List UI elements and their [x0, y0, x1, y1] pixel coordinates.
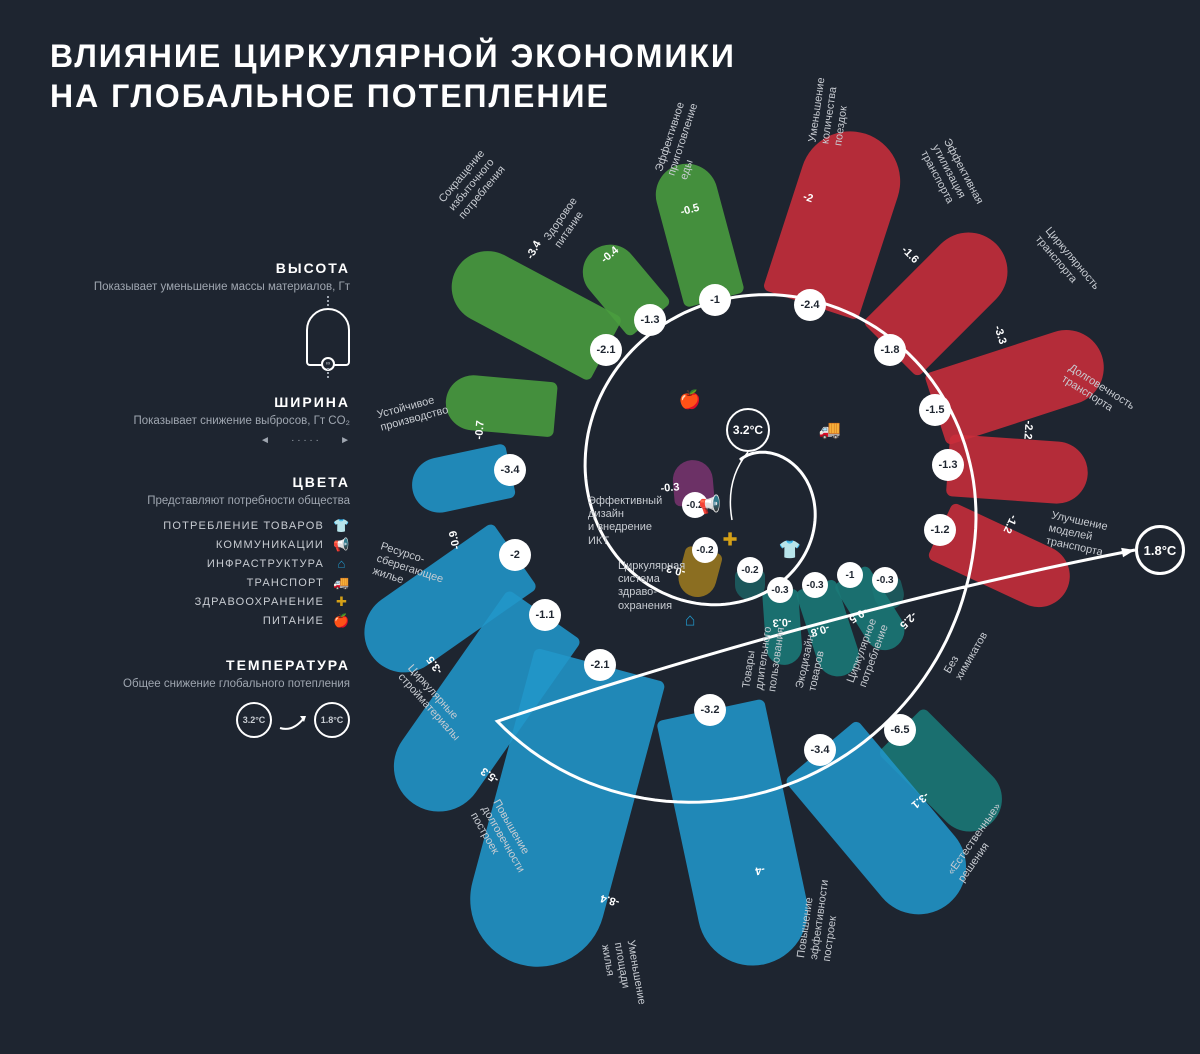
category-icon: 👕 [779, 540, 801, 561]
temp-end-badge: 1.8°C [1135, 525, 1185, 575]
color-row: ПИТАНИЕ 🍎 [50, 613, 350, 629]
legend-width-title: ШИРИНА [50, 394, 350, 410]
page-title: ВЛИЯНИЕ ЦИРКУЛЯРНОЙ ЭКОНОМИКИ НА ГЛОБАЛЬ… [50, 36, 736, 116]
legend-temp-sub: Общее снижение глобального потепления [50, 677, 350, 693]
category-icon: 📢 [699, 495, 721, 516]
category-icon: ✚ [722, 530, 737, 551]
legend-width-sub: Показывает снижение выбросов, Гт CO₂ [50, 414, 350, 430]
legend-colors-sub: Представляют потребности общества [50, 494, 350, 510]
spiral-diagram: 3.2°C1.8°C🍎🚚👕⌂📢✚-2.1-3.4Сокращение избыт… [360, 110, 1180, 1040]
legend-height-shape: ∞ [306, 308, 350, 366]
petal-label: Уменьшение площади жилья [597, 939, 647, 1010]
color-row-label: КОММУНИКАЦИИ [216, 539, 324, 551]
spiral-node: -1 [837, 562, 863, 588]
spiral-node: -1.1 [529, 599, 561, 631]
spiral-node: -3.4 [494, 454, 526, 486]
spiral-node: -1.2 [924, 514, 956, 546]
spiral-node: -2.1 [584, 649, 616, 681]
temp-to-circle: 1.8°C [314, 702, 350, 738]
petal-value: -0.9 [447, 529, 463, 550]
color-swatch-icon: 🚚 [334, 575, 350, 591]
color-swatch-icon: ⌂ [334, 556, 350, 572]
temp-from-circle: 3.2°C [236, 702, 272, 738]
spiral-node: -1 [699, 284, 731, 316]
legend-panel: ВЫСОТА Показывает уменьшение массы матер… [50, 260, 350, 766]
color-row-label: ПОТРЕБЛЕНИЕ ТОВАРОВ [163, 520, 324, 532]
spiral-node: -0.3 [767, 577, 793, 603]
legend-colors-title: ЦВЕТА [50, 474, 350, 490]
spiral-node: -3.4 [804, 734, 836, 766]
legend-height: ВЫСОТА Показывает уменьшение массы матер… [50, 260, 350, 366]
category-icon: 🍎 [679, 390, 701, 411]
petal [443, 373, 557, 437]
temp-start-badge: 3.2°C [726, 408, 770, 452]
color-row: ПОТРЕБЛЕНИЕ ТОВАРОВ 👕 [50, 518, 350, 534]
legend-width-arrows: ◄· · · · ·► [260, 435, 350, 446]
petal-label: Здоровое питание [542, 195, 592, 251]
petal-label: Сокращение избыточного потребления [437, 147, 509, 223]
color-row-label: ПИТАНИЕ [263, 615, 324, 627]
petal [649, 157, 745, 308]
petal-label: Эффективная утилизация транспорта [917, 137, 986, 219]
legend-temp-diagram: 3.2°C 1.8°C [50, 702, 350, 738]
petal-value: -1.6 [899, 244, 921, 266]
spiral-node: -6.5 [884, 714, 916, 746]
petal-label: Товары длительного пользования [740, 623, 788, 693]
legend-temperature: ТЕМПЕРАТУРА Общее снижение глобального п… [50, 657, 350, 739]
spiral-node: -1.3 [634, 304, 666, 336]
legend-height-title: ВЫСОТА [50, 260, 350, 276]
spiral-node: -2 [499, 539, 531, 571]
color-swatch-icon: ✚ [334, 594, 350, 610]
petal-label: Циркулярность транспорта [1032, 225, 1102, 301]
color-row: ЗДРАВООХРАНЕНИЕ ✚ [50, 594, 350, 610]
category-icon: 🚚 [819, 420, 841, 441]
color-row-label: ТРАНСПОРТ [247, 577, 324, 589]
color-row: ИНФРАСТРУКТУРА ⌂ [50, 556, 350, 572]
spiral-node: -1.3 [932, 449, 964, 481]
color-swatch-icon: 🍎 [334, 613, 350, 629]
petal-value: -3.5 [425, 654, 446, 676]
legend-height-sub: Показывает уменьшение массы материалов, … [50, 280, 350, 296]
petal-value: -3.4 [524, 239, 544, 261]
category-icon: ⌂ [685, 610, 696, 631]
color-row-label: ИНФРАСТРУКТУРА [207, 558, 324, 570]
legend-width: ШИРИНА Показывает снижение выбросов, Гт … [50, 394, 350, 447]
petal-value: -2.2 [1021, 420, 1034, 440]
petal-value: -3.3 [991, 324, 1008, 346]
color-swatch-icon: 👕 [334, 518, 350, 534]
spiral-node: -0.3 [802, 572, 828, 598]
spiral-node: -1.8 [874, 334, 906, 366]
petal-label: Ресурсо- сберегающее жилье [371, 540, 449, 599]
legend-temp-title: ТЕМПЕРАТУРА [50, 657, 350, 673]
spiral-node: -2.1 [590, 334, 622, 366]
petal [656, 699, 818, 976]
petal-label: Эффективный дизайн и внедрение ИКТ [588, 495, 662, 548]
spiral-node: -0.2 [737, 557, 763, 583]
petal-label: Без химикатов [942, 624, 991, 683]
spiral-node: -0.3 [872, 567, 898, 593]
petal [946, 434, 1090, 506]
color-row: КОММУНИКАЦИИ 📢 [50, 537, 350, 553]
petal-value: -0.7 [473, 420, 487, 440]
petal-label: Циркулярная система здраво- охранения [618, 560, 685, 613]
petal-value: -0.3 [660, 481, 680, 495]
temp-arrow-icon [278, 710, 308, 730]
spiral-node: -2.4 [794, 289, 826, 321]
color-swatch-icon: 📢 [334, 537, 350, 553]
spiral-node: -0.2 [692, 537, 718, 563]
spiral-node: -1.5 [919, 394, 951, 426]
petal [762, 118, 913, 320]
legend-colors: ЦВЕТА Представляют потребности общества … [50, 474, 350, 629]
spiral-node: -3.2 [694, 694, 726, 726]
color-row-label: ЗДРАВООХРАНЕНИЕ [195, 596, 324, 608]
petal-label: Устойчивое производство [376, 391, 450, 435]
color-row: ТРАНСПОРТ 🚚 [50, 575, 350, 591]
